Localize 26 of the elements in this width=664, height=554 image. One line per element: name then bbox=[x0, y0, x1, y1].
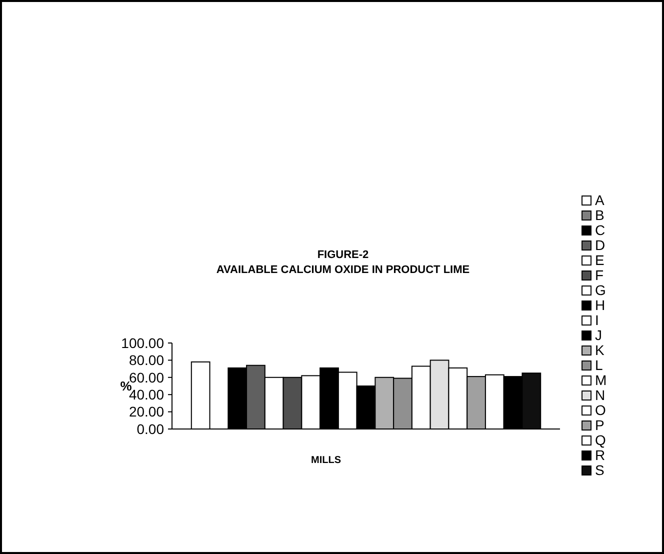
legend-label: Q bbox=[595, 432, 606, 448]
legend-label: M bbox=[595, 372, 607, 388]
y-tick-label: 0.00 bbox=[136, 420, 164, 437]
y-tick-label: 100.00 bbox=[121, 334, 164, 351]
legend-label: R bbox=[595, 447, 606, 463]
legend-label: J bbox=[595, 327, 602, 343]
legend-label: A bbox=[595, 192, 605, 208]
legend-label: C bbox=[595, 222, 606, 238]
x-axis-title: MILLS bbox=[311, 455, 342, 466]
legend-label: E bbox=[595, 252, 604, 268]
legend-label: B bbox=[595, 207, 604, 223]
legend-label: H bbox=[595, 297, 606, 313]
y-tick-label: 80.00 bbox=[128, 352, 164, 368]
legend-label: N bbox=[595, 387, 606, 403]
legend-label: L bbox=[595, 357, 603, 373]
legend-label: G bbox=[595, 282, 606, 298]
legend-label: S bbox=[595, 462, 604, 478]
legend-label: D bbox=[595, 237, 606, 253]
legend-label: F bbox=[595, 267, 604, 283]
y-tick-label: 60.00 bbox=[128, 369, 164, 386]
y-tick-label: 20.00 bbox=[128, 404, 164, 420]
legend-label: P bbox=[595, 417, 604, 433]
legend-label: I bbox=[595, 312, 599, 328]
chart-title: FIGURE-2 AVAILABLE CALCIUM OXIDE IN PRODUCT LIME bbox=[216, 249, 470, 276]
legend-label: K bbox=[595, 342, 605, 358]
legend-label: O bbox=[595, 402, 606, 418]
